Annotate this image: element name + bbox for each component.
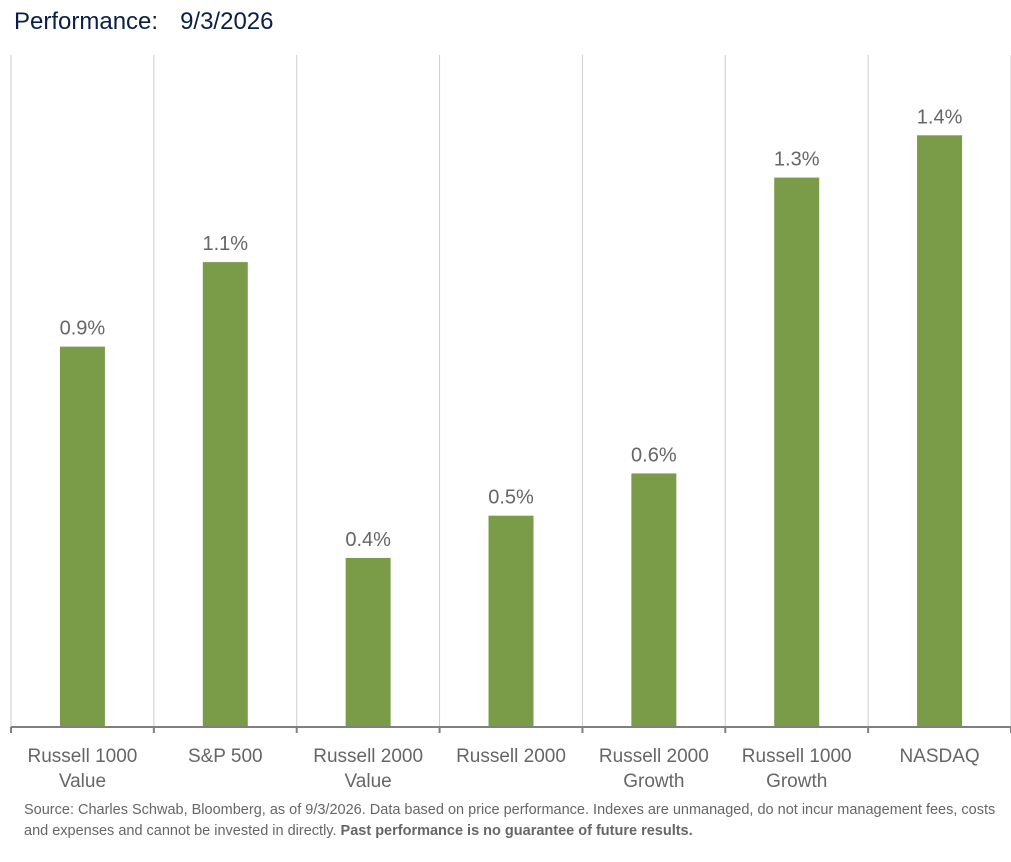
source-note: Source: Charles Schwab, Bloomberg, as of… — [24, 800, 999, 842]
bar — [202, 262, 248, 727]
category-label: Russell 2000 — [599, 746, 709, 767]
disclaimer-text: Past performance is no guarantee of futu… — [340, 823, 693, 839]
category-label: S&P 500 — [188, 746, 263, 767]
data-label: 0.6% — [631, 444, 677, 466]
chart-header: Performance: 9/3/2026 — [14, 8, 273, 42]
data-label: 1.4% — [917, 106, 963, 128]
category-label: Russell 1000 — [28, 746, 138, 767]
data-label: 1.3% — [774, 149, 820, 171]
category-label: Value — [345, 771, 392, 792]
category-label: Russell 1000 — [742, 746, 852, 767]
category-label: NASDAQ — [899, 746, 979, 767]
bar — [488, 515, 534, 727]
data-label: 1.1% — [202, 233, 248, 255]
category-label: Growth — [766, 771, 827, 792]
source-text: Source: Charles Schwab, Bloomberg, as of… — [24, 802, 996, 839]
bar — [59, 346, 105, 727]
category-label: Russell 2000 — [313, 746, 423, 767]
bar — [917, 135, 963, 727]
data-label: 0.9% — [60, 318, 106, 340]
bar-chart: 0.9% Russell 1000 Value 1.1% S&P 500 0.4% Russ… — [10, 55, 1011, 792]
bar — [345, 557, 391, 727]
bar — [631, 473, 677, 727]
chart-title-label: Performance: — [14, 8, 159, 35]
category-label: Growth — [623, 771, 684, 792]
data-label: 0.5% — [488, 487, 534, 509]
category-label: Russell 2000 — [456, 746, 566, 767]
data-label: 0.4% — [345, 529, 391, 551]
category-label: Value — [59, 771, 106, 792]
chart-date: 9/3/2026 — [180, 8, 274, 35]
bar — [774, 177, 820, 727]
